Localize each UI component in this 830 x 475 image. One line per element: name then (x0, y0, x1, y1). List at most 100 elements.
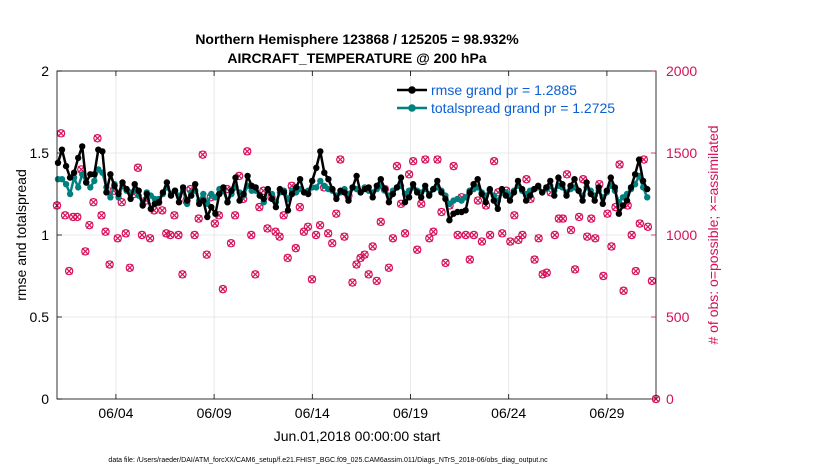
rmse-point (591, 197, 598, 204)
obs-possible-marker (506, 237, 515, 246)
rmse-point (575, 187, 582, 194)
obs-assimilated-marker (227, 239, 235, 247)
obs-count-point (433, 155, 442, 164)
obs-possible-marker (485, 230, 495, 240)
rmse-point (555, 174, 562, 181)
obs-possible-marker (295, 202, 305, 212)
rmse-point (514, 177, 522, 185)
obs-possible-marker (538, 270, 547, 279)
obs-possible-marker (81, 247, 90, 256)
obs-possible-marker (170, 211, 179, 220)
obs-assimilated-marker (369, 242, 377, 251)
y-tick-label-left: 0.5 (30, 309, 50, 325)
obs-possible-marker (133, 163, 143, 172)
obs-possible-marker (510, 211, 519, 220)
obs-possible-marker (518, 230, 527, 240)
obs-count-point (125, 263, 135, 272)
obs-assimilated-marker (498, 229, 506, 237)
y-axis-label-right: # of obs: o=possible; ×=assimilated (705, 125, 721, 344)
rmse-point (595, 184, 602, 191)
rmse-point (272, 203, 280, 211)
rmse-point (518, 185, 526, 193)
obs-count-point (542, 268, 551, 277)
obs-possible-marker (307, 275, 317, 284)
obs-possible-marker (566, 225, 576, 235)
obs-count-point (279, 211, 288, 220)
obs-assimilated-marker (134, 164, 142, 172)
obs-assimilated-marker (539, 270, 547, 278)
obs-assimilated-marker (619, 287, 628, 295)
obs-possible-marker (425, 234, 434, 243)
x-tick-label: 06/24 (491, 405, 526, 421)
obs-possible-marker (437, 207, 446, 217)
rmse-point (490, 197, 497, 204)
rmse-point (200, 197, 207, 204)
spread-point (75, 184, 82, 191)
obs-assimilated-marker (251, 270, 259, 278)
obs-assimilated-marker (636, 219, 644, 228)
rmse-point (583, 179, 590, 186)
obs-possible-marker (137, 230, 147, 240)
rmse-point (397, 174, 405, 181)
obs-assimilated-marker (122, 229, 130, 237)
obs-possible-marker (404, 170, 414, 179)
rmse-point (58, 146, 66, 153)
rmse-point (228, 187, 235, 194)
obs-assimilated-marker (377, 218, 385, 226)
obs-count-point (384, 263, 394, 272)
rmse-point (99, 148, 106, 155)
obs-count-point (145, 234, 155, 243)
rmse-point (599, 200, 606, 207)
obs-possible-marker (603, 209, 612, 218)
obs-possible-marker (615, 160, 624, 169)
obs-assimilated-marker (166, 231, 174, 239)
rmse-point (135, 187, 142, 194)
rmse-point (615, 210, 623, 217)
obs-possible-marker (522, 175, 531, 184)
x-tick-label: 06/09 (197, 405, 232, 421)
rmse-point (224, 199, 231, 206)
obs-possible-marker (328, 238, 337, 248)
obs-assimilated-marker (312, 231, 320, 239)
obs-assimilated-marker (433, 155, 442, 164)
obs-possible-marker (574, 212, 584, 222)
obs-count-point (263, 224, 272, 233)
obs-possible-marker (64, 266, 74, 276)
obs-count-point (534, 234, 543, 243)
obs-count-point (570, 265, 580, 274)
rmse-point (139, 202, 146, 209)
rmse-point (321, 169, 328, 176)
obs-assimilated-marker (551, 231, 559, 239)
rmse-point (413, 189, 421, 196)
rmse-point (131, 181, 138, 188)
obs-assimilated-marker (441, 259, 450, 267)
rmse-point (430, 185, 437, 193)
obs-count-point (97, 211, 106, 220)
obs-possible-marker (388, 234, 398, 243)
obs-count-point (311, 230, 321, 240)
rmse-point (309, 177, 316, 185)
rmse-point (373, 182, 380, 189)
obs-count-point (599, 271, 608, 281)
spread-point (107, 194, 114, 201)
obs-assimilated-marker (101, 228, 110, 236)
obs-possible-marker (299, 227, 309, 236)
obs-count-point (603, 209, 612, 218)
rmse-point (240, 190, 247, 198)
y-tick-label-left: 0 (41, 391, 49, 407)
rmse-point (547, 177, 554, 185)
plot-area (52, 129, 661, 404)
obs-count-point (530, 255, 539, 264)
rmse-point (216, 190, 223, 198)
obs-count-point (364, 270, 373, 279)
obs-assimilated-marker (615, 160, 624, 169)
rmse-point (522, 197, 530, 204)
rmse-point (619, 202, 627, 209)
obs-possible-marker (400, 229, 410, 238)
obs-assimilated-marker (275, 233, 284, 241)
obs-possible-marker (247, 230, 256, 240)
x-tick-label: 06/19 (393, 405, 428, 421)
obs-count-point (635, 219, 645, 228)
obs-assimilated-marker (510, 211, 518, 219)
